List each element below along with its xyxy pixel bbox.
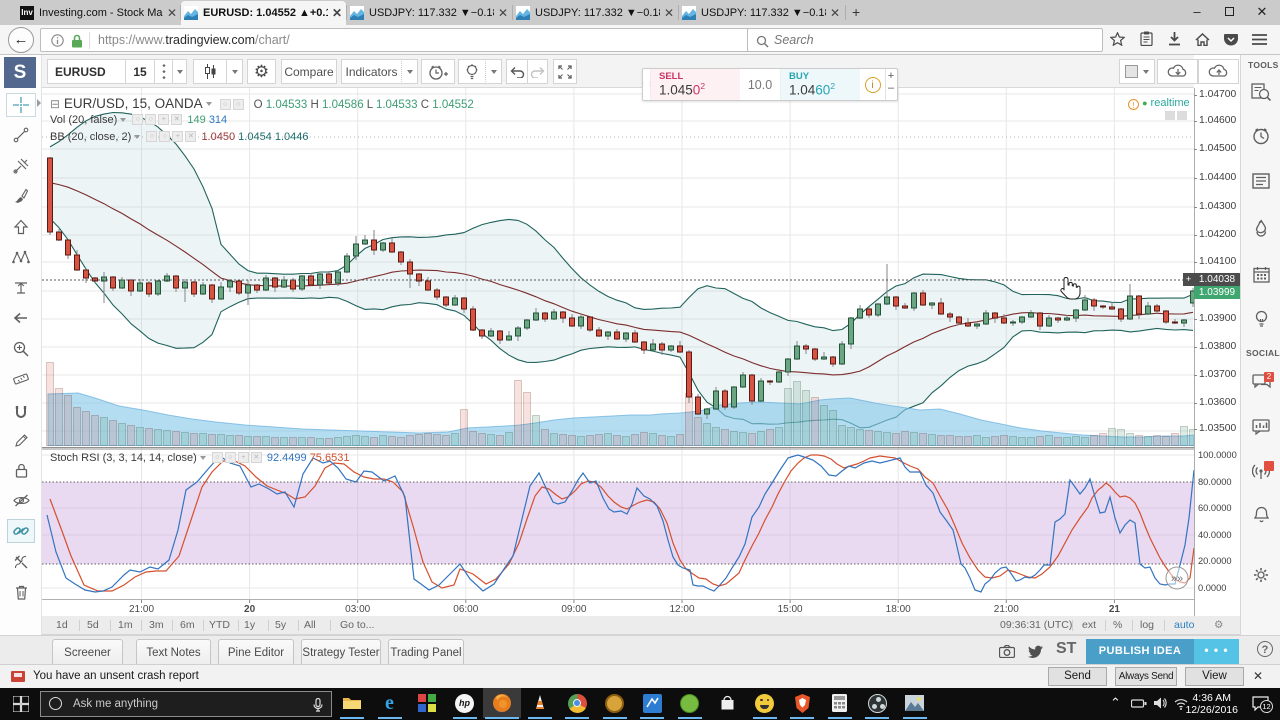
svg-text:18:00: 18:00 [886, 604, 911, 615]
svg-text:12:00: 12:00 [669, 604, 694, 615]
svg-text:»»: »» [1171, 573, 1183, 585]
svg-text:21: 21 [1109, 604, 1121, 615]
svg-text:21:00: 21:00 [994, 604, 1019, 615]
svg-text:20: 20 [244, 604, 256, 615]
svg-text:15:00: 15:00 [778, 604, 803, 615]
svg-text:03:00: 03:00 [345, 604, 370, 615]
svg-text:06:00: 06:00 [453, 604, 478, 615]
svg-text:09:00: 09:00 [561, 604, 586, 615]
svg-text:21:00: 21:00 [129, 604, 154, 615]
